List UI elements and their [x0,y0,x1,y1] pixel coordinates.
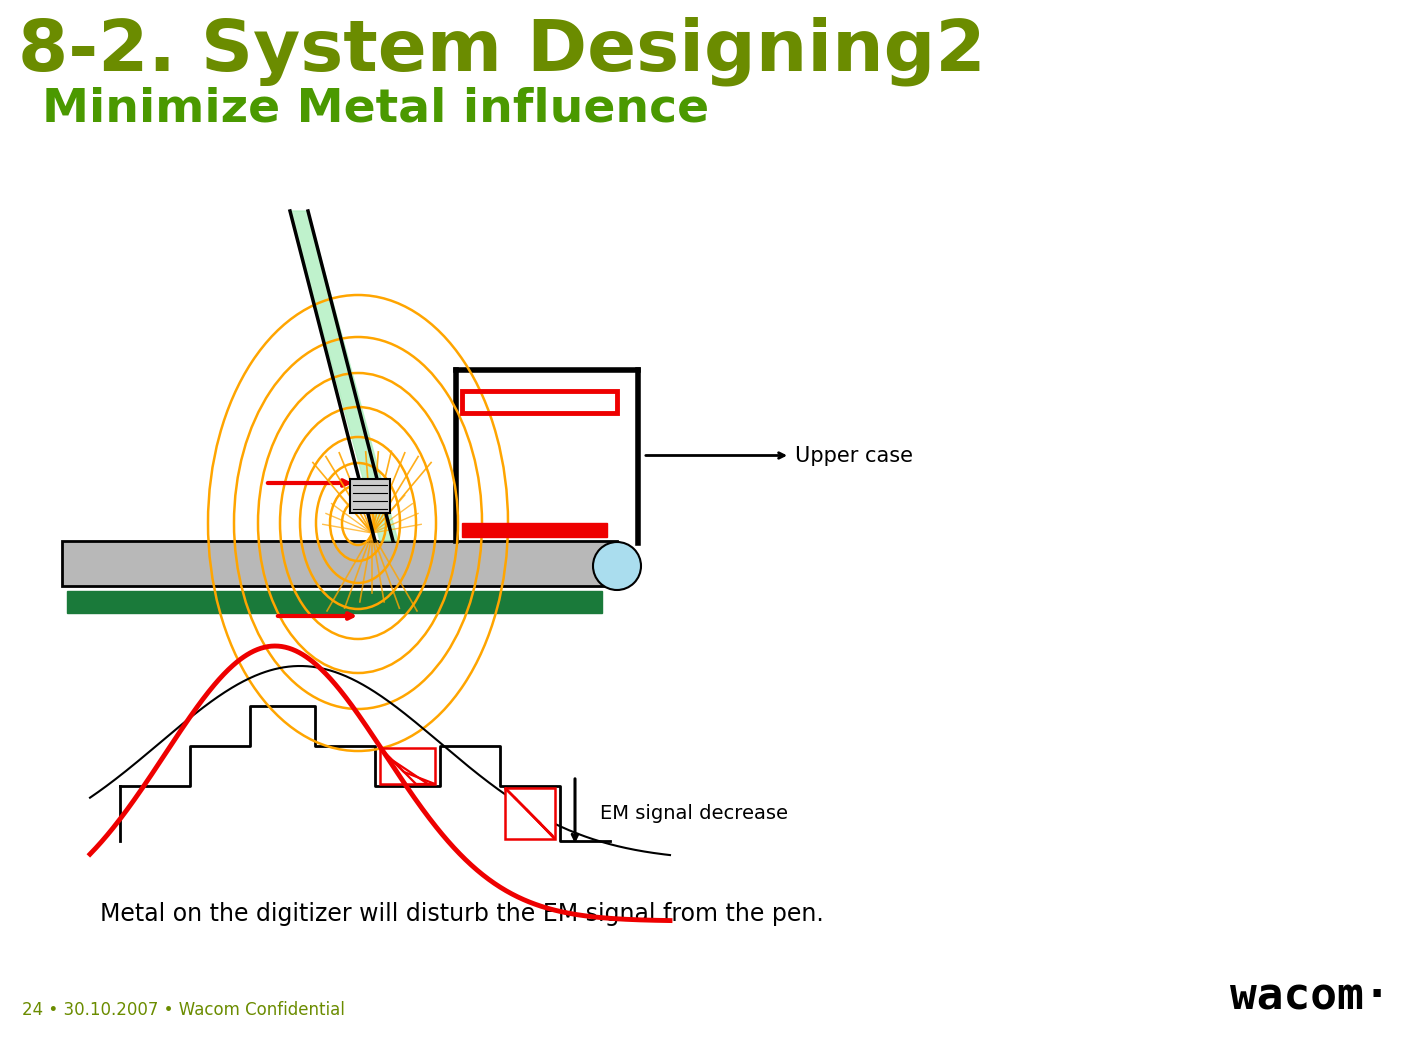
Bar [380,748,435,784]
Text: Upper case: Upper case [795,446,914,465]
Text: Minimize Metal influence: Minimize Metal influence [43,86,709,131]
Bar [350,479,390,513]
Bar [462,391,618,413]
Polygon shape [290,211,398,541]
Text: Metal on the digitizer will disturb the EM signal from the pen.: Metal on the digitizer will disturb the … [100,902,824,926]
Bar [505,788,555,839]
Text: 8-2. System Designing2: 8-2. System Designing2 [18,16,986,85]
Text: 24 • 30.10.2007 • Wacom Confidential: 24 • 30.10.2007 • Wacom Confidential [21,1001,344,1019]
Bar [63,541,618,586]
Text: EM signal decrease: EM signal decrease [601,804,788,823]
Bar [462,523,608,537]
Circle shape [593,542,640,590]
Text: wacom·: wacom· [1229,976,1390,1019]
Bar [67,591,602,613]
